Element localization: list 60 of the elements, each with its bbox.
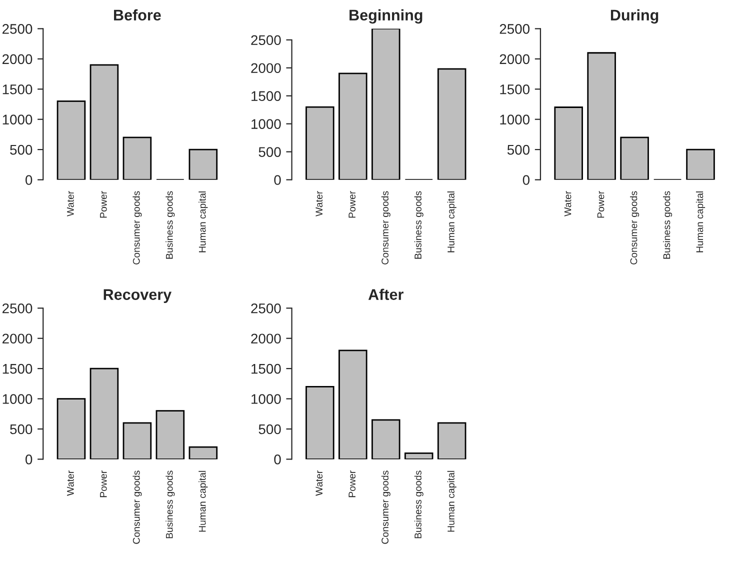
y-tick-label: 1500 (2, 364, 32, 374)
chart-title: Before (114, 9, 161, 21)
y-tick-label: 2500 (251, 35, 281, 46)
x-tick-label: Power (100, 191, 107, 218)
x-tick-label: Water (316, 191, 323, 216)
x-tick-label: Power (348, 470, 356, 498)
x-tick-label: Power (348, 191, 356, 218)
x-tick-label: Water (316, 470, 323, 496)
y-tick-label: 1500 (252, 91, 281, 102)
x-tick-label: Consumer goods (132, 191, 142, 264)
x-tick-label: Human capital (198, 470, 208, 532)
y-tick-label: 500 (258, 147, 281, 157)
x-tick-label: Business goods (166, 191, 175, 259)
y-tick-label: 2500 (2, 303, 32, 314)
y-tick-label: 500 (507, 144, 530, 155)
x-tick-label: Water (67, 470, 74, 496)
y-tick-label: 1000 (2, 394, 32, 404)
y-tick-label: 2000 (251, 334, 281, 344)
x-tick-label: Human capital (447, 470, 456, 532)
x-tick-label: Business goods (166, 470, 175, 538)
x-tick-label: Consumer goods (132, 470, 142, 544)
x-tick-label: Human capital (447, 192, 456, 252)
y-tick-label: 0 (274, 175, 281, 185)
y-tick-label: 1000 (252, 394, 281, 404)
y-tick-label: 1000 (2, 114, 32, 124)
x-tick-label: Human capital (696, 192, 706, 252)
y-tick-label: 0 (274, 454, 281, 464)
y-tick-label: 2000 (2, 334, 32, 344)
y-tick-label: 0 (26, 454, 32, 464)
y-tick-label: 2000 (251, 63, 281, 74)
y-tick-label: 2000 (500, 54, 530, 64)
y-tick-label: 2500 (251, 303, 281, 314)
x-tick-label: Human capital (198, 192, 208, 252)
x-tick-label: Consumer goods (381, 191, 390, 264)
y-tick-label: 1500 (252, 364, 281, 374)
y-tick-label: 2500 (2, 24, 32, 34)
x-tick-label: Water (564, 191, 572, 216)
y-tick-label: 2500 (500, 24, 530, 34)
y-tick-label: 0 (522, 175, 530, 185)
y-tick-label: 1000 (252, 119, 281, 129)
y-tick-label: 1500 (2, 84, 32, 94)
x-tick-label: Business goods (414, 470, 424, 538)
chart-title: Recovery (104, 289, 172, 303)
y-tick-label: 500 (258, 424, 281, 434)
x-tick-label: Business goods (663, 191, 672, 259)
y-tick-label: 1000 (500, 114, 530, 124)
y-tick-label: 2000 (2, 54, 32, 64)
chart-title: Beginning (350, 9, 422, 24)
y-tick-label: 0 (26, 175, 32, 185)
y-tick-label: 1500 (500, 84, 530, 94)
x-tick-label: Power (100, 470, 107, 498)
chart-title: After (368, 288, 404, 300)
y-tick-label: 500 (10, 424, 32, 434)
x-tick-label: Consumer goods (630, 191, 640, 264)
x-tick-label: Power (597, 191, 604, 218)
y-tick-label: 500 (10, 144, 32, 155)
x-tick-label: Consumer goods (381, 470, 390, 544)
x-tick-label: Business goods (414, 191, 424, 259)
chart-title: During (610, 9, 658, 24)
x-tick-label: Water (67, 191, 74, 216)
